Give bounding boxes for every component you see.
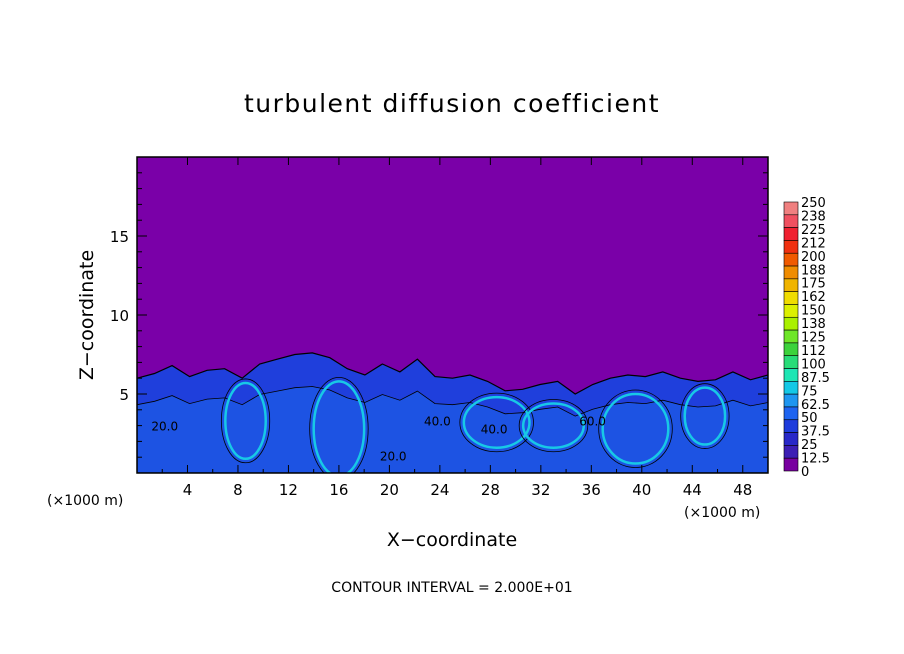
colorbar-swatch (783, 291, 799, 305)
colorbar-label: 25 (801, 438, 818, 453)
colorbar-label: 75 (801, 384, 818, 399)
x-tick-label: 12 (279, 481, 298, 499)
contour-label: 60.0 (579, 415, 606, 429)
colorbar-swatch (783, 445, 799, 459)
colorbar-swatch (783, 240, 799, 254)
colorbar-swatch (783, 355, 799, 369)
contour-label: 40.0 (424, 415, 451, 429)
colorbar-label: 12.5 (801, 452, 830, 467)
eddy-structure (312, 380, 366, 473)
colorbar-label: 212 (801, 236, 826, 251)
colorbar-label: 150 (801, 304, 826, 319)
colorbar-label: 162 (801, 290, 826, 305)
eddy-contour (518, 399, 589, 453)
colorbar-label: 0 (801, 465, 809, 480)
x-unit-left: (×1000 m) (47, 493, 123, 509)
y-tick-label: 5 (119, 386, 129, 404)
colorbar-label: 175 (801, 277, 826, 292)
contour-label: 20.0 (151, 419, 178, 433)
colorbar-swatch (783, 329, 799, 344)
colorbar-swatch (783, 381, 799, 395)
y-tick-label: 15 (110, 228, 129, 246)
colorbar-swatch (783, 265, 799, 280)
colorbar-label: 238 (801, 209, 826, 224)
colorbar-swatch (783, 342, 799, 357)
contour-label: 20.0 (380, 449, 407, 463)
colorbar-label: 225 (801, 223, 826, 238)
colorbar-swatch (783, 278, 799, 292)
eddy-contour (680, 383, 730, 449)
y-tick-label: 10 (110, 307, 129, 325)
colorbar-label: 138 (801, 317, 826, 332)
turbulent-layer (137, 352, 768, 473)
colorbar-label: 250 (801, 196, 826, 211)
colorbar-swatch (783, 201, 799, 216)
colorbar-label: 188 (801, 263, 826, 278)
colorbar-swatch (783, 252, 799, 267)
colorbar-swatch (783, 227, 799, 241)
colorbar-label: 125 (801, 331, 826, 346)
x-tick-label: 40 (632, 481, 651, 499)
turbulent-layer-area (137, 352, 768, 473)
x-tick-label: 16 (329, 481, 348, 499)
colorbar-swatch (783, 304, 799, 318)
eddy-structure (224, 381, 267, 461)
colorbar-swatch (783, 406, 799, 421)
eddy-structure (601, 392, 670, 465)
colorbar-label: 200 (801, 250, 826, 265)
x-tick-label: 44 (683, 481, 702, 499)
plot-area: 20.0 40.0 40.0 60.0 20.0 (137, 157, 768, 473)
contour-interval-note: CONTOUR INTERVAL = 2.000E+01 (331, 580, 572, 596)
colorbar-label: 62.5 (801, 398, 830, 413)
eddy-structure (683, 386, 727, 446)
x-tick-label: 4 (183, 481, 193, 499)
colorbar-label: 112 (801, 344, 826, 359)
colorbar-swatch (783, 457, 799, 472)
colorbar-swatch (783, 432, 799, 446)
colorbar-swatch (783, 214, 799, 228)
colorbar-label: 37.5 (801, 425, 830, 440)
colorbar: 2502382252122001881751621501381251121008… (783, 196, 830, 480)
contour-label: 40.0 (481, 423, 508, 437)
colorbar-swatch (783, 419, 799, 433)
colorbar-swatch (783, 393, 799, 408)
eddy-contour (220, 378, 271, 464)
eddy-structure (462, 395, 531, 449)
colorbar-label: 50 (801, 411, 818, 426)
x-axis: 4 8 12 16 20 24 28 32 36 40 44 48 (161, 157, 752, 499)
x-axis-label: X−coordinate (387, 529, 517, 551)
y-axis-label: Z−coordinate (76, 250, 98, 380)
colorbar-swatch (783, 368, 799, 382)
x-tick-label: 8 (233, 481, 243, 499)
colorbar-swatch (783, 316, 799, 331)
eddy-contour (598, 389, 673, 468)
x-tick-label: 48 (733, 481, 752, 499)
x-unit-right: (×1000 m) (684, 505, 760, 521)
y-axis: 5 10 15 (110, 172, 768, 458)
x-tick-label: 32 (531, 481, 550, 499)
x-tick-label: 36 (582, 481, 601, 499)
colorbar-label: 100 (801, 357, 826, 372)
x-tick-label: 20 (380, 481, 399, 499)
eddy-contour (459, 392, 534, 453)
contour-labels: 20.0 40.0 40.0 60.0 20.0 (151, 415, 606, 464)
x-tick-label: 24 (430, 481, 449, 499)
x-tick-label: 28 (481, 481, 500, 499)
eddy-contour (309, 376, 369, 473)
colorbar-label: 87.5 (801, 371, 830, 386)
chart-title: turbulent diffusion coefficient (244, 89, 660, 118)
eddy-structure (521, 402, 585, 449)
